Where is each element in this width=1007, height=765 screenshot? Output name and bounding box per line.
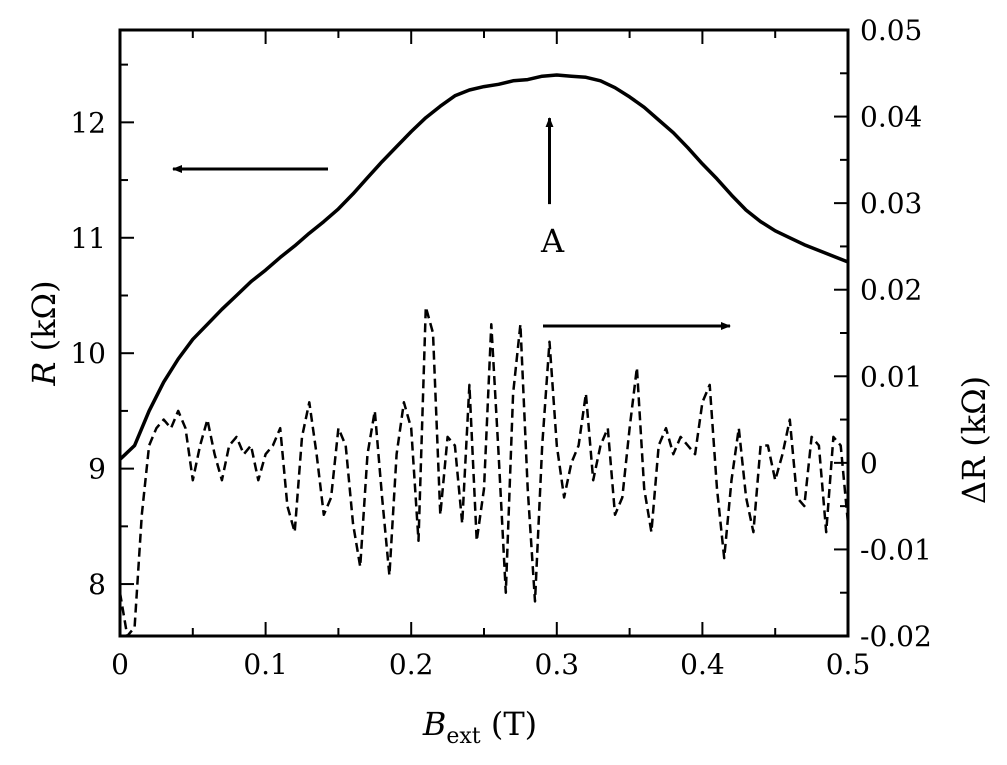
right-tick-label: -0.01: [860, 533, 932, 566]
left-axis-title: R (kΩ): [25, 280, 63, 386]
right-tick-label: 0.05: [860, 14, 922, 47]
left-tick-label: 12: [70, 106, 106, 139]
left-axis-ticks: 8 9 10 11 12: [70, 63, 134, 601]
left-tick-label: 10: [70, 337, 106, 370]
right-tick-label: 0.02: [860, 274, 922, 307]
left-tick-label: 9: [88, 453, 106, 486]
right-tick-label: 0.03: [860, 187, 922, 220]
series-layer: [118, 73, 850, 638]
left-tick-label: 11: [70, 222, 106, 255]
right-tick-label: 0: [860, 447, 878, 480]
plot-frame: [118, 28, 850, 638]
x-tick-label: 0.2: [389, 648, 434, 681]
right-tick-label: -0.02: [860, 620, 932, 653]
x-tick-label: 0.3: [535, 648, 580, 681]
right-tick-label: 0.04: [860, 101, 922, 134]
delta-resistance-line: [118, 305, 850, 638]
x-tick-label: 0.4: [680, 648, 725, 681]
annotation-a-label: A: [540, 222, 565, 260]
right-tick-label: 0.01: [860, 360, 922, 393]
right-axis-title: ΔR (kΩ): [955, 376, 993, 504]
x-axis-ticks: 0 0.1 0.2 0.3 0.4 0.5: [111, 30, 870, 681]
resistance-line: [118, 73, 849, 461]
x-tick-label: 0.5: [826, 648, 871, 681]
x-axis-title: Bext (T): [422, 705, 537, 749]
x-tick-label: 0: [111, 648, 129, 681]
left-tick-label: 8: [88, 568, 106, 601]
right-axis-ticks: -0.02 -0.01 0 0.01 0.02 0.03 0.04 0.05: [834, 14, 932, 653]
x-tick-label: 0.1: [243, 648, 288, 681]
